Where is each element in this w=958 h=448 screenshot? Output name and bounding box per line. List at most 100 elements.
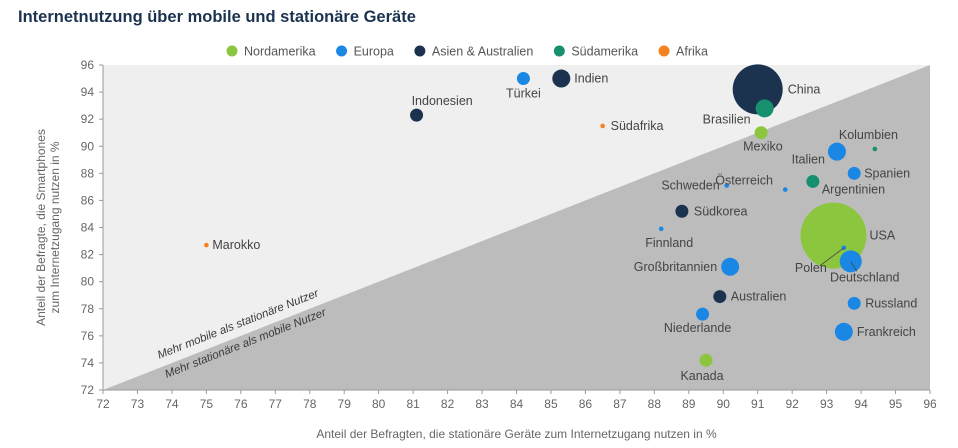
point-label-niederlande: Niederlande xyxy=(664,321,731,335)
point-label-türkei: Türkei xyxy=(506,87,541,101)
legend-marker-asien-australien xyxy=(414,45,426,57)
legend-marker-südamerika xyxy=(553,45,565,57)
point-label-italien: Italien xyxy=(792,153,825,167)
legend-label-nordamerika: Nordamerika xyxy=(244,45,316,59)
x-tick-label: 88 xyxy=(648,397,662,411)
x-tick-label: 79 xyxy=(338,397,352,411)
point-großbritannien xyxy=(721,257,740,276)
point-kanada xyxy=(699,353,713,367)
point-label-südafrika: Südafrika xyxy=(611,119,664,133)
x-tick-label: 85 xyxy=(544,397,558,411)
legend-label-europa: Europa xyxy=(354,45,394,59)
y-axis-title-line1: Anteil der Befragte, die Smartphones xyxy=(34,129,48,326)
y-axis-title-line2: zum Internetzugang nutzen in % xyxy=(48,141,62,313)
point-label-brasilien: Brasilien xyxy=(703,112,751,126)
legend-label-afrika: Afrika xyxy=(676,45,708,59)
leader-line-polen xyxy=(819,247,845,267)
point-marokko xyxy=(204,242,209,248)
point-label-kanada: Kanada xyxy=(680,369,723,383)
point-label-schweden: Schweden xyxy=(661,179,719,193)
point-mexiko xyxy=(754,126,768,140)
y-tick-label: 86 xyxy=(81,193,95,207)
x-axis-title: Anteil der Befragten, die stationäre Ger… xyxy=(316,427,717,441)
point-brasilien xyxy=(755,99,774,118)
point-argentinien xyxy=(806,174,820,188)
point-label-australien: Australien xyxy=(731,290,787,304)
legend-label-asien-australien: Asien & Australien xyxy=(432,45,533,59)
point-label-frankreich: Frankreich xyxy=(857,325,916,339)
point-australien xyxy=(713,290,727,304)
point-kolumbien xyxy=(872,146,878,152)
point-schweden xyxy=(724,183,729,188)
y-tick-label: 84 xyxy=(81,221,95,235)
y-tick-label: 72 xyxy=(81,383,95,397)
x-tick-label: 94 xyxy=(854,397,868,411)
point-label-südkorea: Südkorea xyxy=(694,204,748,218)
point-niederlande xyxy=(696,307,710,321)
point-türkei xyxy=(516,72,530,86)
x-tick-label: 90 xyxy=(717,397,731,411)
point-label-marokko: Marokko xyxy=(212,238,260,252)
y-tick-label: 74 xyxy=(81,356,95,370)
point-spanien xyxy=(847,166,861,180)
y-tick-label: 82 xyxy=(81,248,95,262)
x-tick-label: 83 xyxy=(475,397,489,411)
point-russland xyxy=(847,296,861,310)
x-tick-label: 73 xyxy=(131,397,145,411)
point-label-usa: USA xyxy=(870,229,896,243)
point-label-großbritannien: Großbritannien xyxy=(634,260,717,274)
point-finnland xyxy=(658,226,664,232)
y-tick-label: 96 xyxy=(81,58,95,72)
x-tick-label: 75 xyxy=(200,397,214,411)
point-label-mexiko: Mexiko xyxy=(743,140,783,154)
point-label-indien: Indien xyxy=(574,72,608,86)
x-tick-label: 78 xyxy=(303,397,317,411)
point-italien xyxy=(827,142,846,161)
x-tick-label: 89 xyxy=(682,397,696,411)
legend-marker-europa xyxy=(336,45,348,57)
point-label-finnland: Finnland xyxy=(645,236,693,250)
y-tick-label: 94 xyxy=(81,85,95,99)
y-tick-label: 80 xyxy=(81,275,95,289)
legend-label-südamerika: Südamerika xyxy=(571,45,638,59)
x-tick-label: 81 xyxy=(406,397,420,411)
point-label-argentinien: Argentinien xyxy=(822,182,885,196)
y-tick-label: 90 xyxy=(81,139,95,153)
legend-marker-afrika xyxy=(658,45,670,57)
point-label-russland: Russland xyxy=(865,296,917,310)
x-tick-label: 87 xyxy=(613,397,627,411)
x-tick-label: 96 xyxy=(923,397,937,411)
y-tick-label: 76 xyxy=(81,329,95,343)
x-tick-label: 77 xyxy=(269,397,283,411)
chart-title: Internetnutzung über mobile und stationä… xyxy=(18,8,416,26)
lower-region xyxy=(103,65,930,390)
x-tick-label: 74 xyxy=(165,397,179,411)
x-tick-label: 91 xyxy=(751,397,765,411)
y-tick-label: 78 xyxy=(81,302,95,316)
x-tick-label: 82 xyxy=(441,397,455,411)
y-tick-label: 92 xyxy=(81,112,95,126)
point-label-polen: Polen xyxy=(795,261,827,275)
x-tick-label: 93 xyxy=(820,397,834,411)
point-indien xyxy=(552,69,571,88)
y-tick-label: 88 xyxy=(81,166,95,180)
x-tick-label: 80 xyxy=(372,397,386,411)
point-südafrika xyxy=(600,123,605,129)
point-label-spanien: Spanien xyxy=(864,166,910,180)
x-tick-label: 86 xyxy=(579,397,593,411)
x-tick-label: 95 xyxy=(889,397,903,411)
x-tick-label: 76 xyxy=(234,397,248,411)
point-label-china: China xyxy=(788,82,821,96)
point-österreich xyxy=(782,187,788,192)
point-indonesien xyxy=(410,108,424,122)
point-label-deutschland: Deutschland xyxy=(830,270,900,284)
point-label-kolumbien: Kolumbien xyxy=(839,128,898,142)
x-tick-label: 72 xyxy=(96,397,110,411)
legend-marker-nordamerika xyxy=(226,45,238,57)
point-südkorea xyxy=(675,204,689,218)
x-tick-label: 92 xyxy=(785,397,799,411)
point-label-österreich: Österreich xyxy=(715,174,773,188)
point-frankreich xyxy=(834,322,853,341)
point-label-indonesien: Indonesien xyxy=(412,94,473,108)
